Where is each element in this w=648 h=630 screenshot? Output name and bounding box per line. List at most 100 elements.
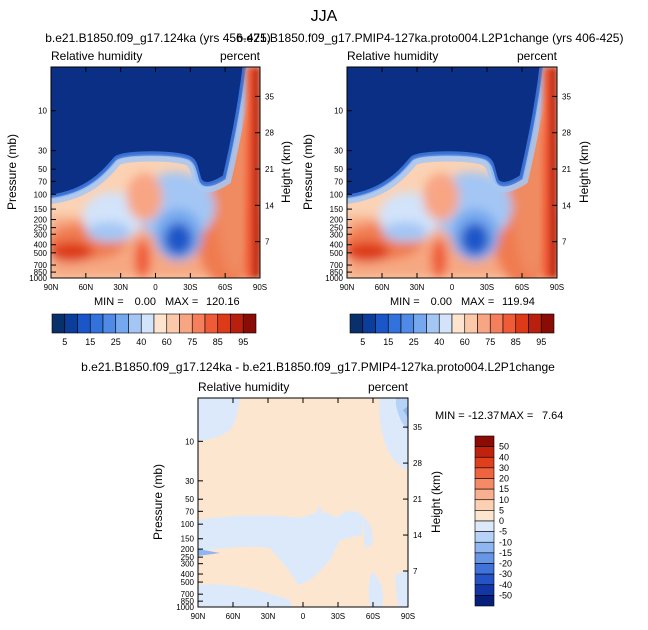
max-value: 120.16 [206, 296, 240, 308]
y-tick-label: 850 [181, 597, 195, 606]
min-max-stats: MIN = 0.00 MAX = 120.16 [94, 296, 240, 308]
x-tick-label: 90S [401, 612, 415, 621]
y2-tick-label: 14 [265, 201, 274, 210]
colorbar-label: 15 [85, 337, 95, 347]
colorbar-label: 40 [434, 337, 444, 347]
y-tick-label: 150 [181, 535, 195, 544]
colorbar-box [540, 313, 555, 334]
colorbar-box [489, 313, 504, 334]
colorbar-box [230, 313, 244, 334]
colorbar-top-right: 5 15 25 40 60 75 85 95 [349, 313, 555, 347]
x-tick-label: 60S [366, 612, 380, 621]
colorbar-box [515, 313, 529, 334]
x-tick-label: 0 [450, 283, 455, 292]
colorbar-label: 40 [136, 337, 146, 347]
y-axis-label: Pressure (mb) [5, 134, 19, 210]
colorbar-box [166, 313, 180, 334]
y-tick-label: 1000 [325, 274, 343, 283]
panel-title: b.e21.B1850.f09_g17.PMIP4-127ka.proto004… [237, 31, 624, 45]
colorbar-box [474, 584, 495, 596]
colorbar-box [474, 552, 495, 564]
y2-axis-label: Height (km) [429, 471, 443, 533]
x-tick-label: 90N [44, 283, 59, 292]
colorbar-box [153, 313, 168, 334]
colorbar-label: 25 [409, 337, 419, 347]
y-tick-label: 150 [34, 205, 48, 214]
panel-bottom-difference: b.e21.B1850.f09_g17.124ka - b.e21.B1850.… [81, 360, 563, 621]
colorbar-label: 95 [536, 337, 546, 347]
colorbar-label: 85 [511, 337, 521, 347]
y-tick-label: 10 [334, 107, 343, 116]
units-label: percent [517, 49, 558, 63]
colorbar-label: -15 [499, 548, 512, 558]
min-value: 0.00 [135, 296, 156, 308]
colorbar-box [51, 313, 66, 334]
y-tick-label: 700 [181, 590, 195, 599]
colorbar-box [64, 313, 78, 334]
colorbar-top-left: 5 15 25 40 60 75 85 95 [51, 313, 257, 347]
colorbar-label: 85 [213, 337, 223, 347]
x-tick-label: 90N [340, 283, 355, 292]
colorbar-box [217, 313, 231, 334]
y-tick-label: 10 [185, 437, 194, 446]
x-tick-label: 30N [113, 283, 128, 292]
y2-tick-label: 35 [562, 92, 571, 101]
colorbar-label: 60 [162, 337, 172, 347]
colorbar-label: -5 [499, 527, 507, 537]
colorbar-label: 5 [499, 505, 504, 515]
y-tick-label: 300 [34, 230, 48, 239]
colorbar-label: 5 [360, 337, 365, 347]
field-label: Relative humidity [347, 49, 438, 63]
y-tick-label: 500 [34, 249, 48, 258]
colorbar-box [451, 313, 466, 334]
colorbar-box [387, 313, 402, 334]
colorbar-box [128, 313, 142, 334]
y-tick-label: 700 [34, 261, 48, 270]
colorbar-box [528, 313, 542, 334]
max-label: MAX = [500, 410, 533, 422]
min-label: MIN = [94, 296, 124, 308]
colorbar-box [477, 313, 491, 334]
colorbar-box [349, 313, 364, 334]
colorbar-label: 20 [499, 474, 509, 484]
x-tick-label: 90S [253, 283, 267, 292]
colorbar-label: -30 [499, 569, 512, 579]
y-tick-label: 400 [330, 241, 344, 250]
colorbar-label: 5 [62, 337, 67, 347]
contour-field [46, 67, 260, 287]
x-tick-label: 30S [480, 283, 494, 292]
y2-tick-label: 21 [562, 165, 571, 174]
colorbar-label: 60 [460, 337, 470, 347]
colorbar-box [140, 313, 155, 334]
colorbar-box [204, 313, 219, 334]
x-axis-latitude: 90N 60N 30N 0 30S 60S 90S [44, 67, 267, 292]
x-tick-label: 60N [78, 283, 93, 292]
colorbar-label: -20 [499, 559, 512, 569]
colorbar-label: 30 [499, 463, 509, 473]
x-tick-label: 30S [331, 612, 345, 621]
x-axis-latitude: 90N 60N 30N 0 30S 60S 90S [191, 398, 415, 621]
x-tick-label: 90N [191, 612, 206, 621]
panel-top-left: b.e21.B1850.f09_g17.124ka (yrs 456-475) … [5, 31, 293, 308]
y-tick-label: 200 [34, 216, 48, 225]
colorbar-box [362, 313, 376, 334]
y-tick-label: 50 [38, 165, 47, 174]
y-tick-label: 30 [185, 477, 194, 486]
colorbar-label: 0 [499, 516, 504, 526]
y-tick-label: 400 [181, 570, 195, 579]
y-tick-label: 30 [334, 147, 343, 156]
y-tick-label: 300 [181, 560, 195, 569]
colorbar-box [474, 563, 495, 575]
y2-tick-label: 35 [413, 423, 422, 432]
y-tick-label: 200 [330, 216, 344, 225]
colorbar-label: 25 [111, 337, 121, 347]
colorbar-box [413, 313, 427, 334]
y2-tick-label: 28 [265, 129, 274, 138]
y2-tick-label: 35 [265, 92, 274, 101]
panel-top-right: b.e21.B1850.f09_g17.PMIP4-127ka.proto004… [237, 31, 624, 308]
colorbar-box [474, 478, 495, 490]
colorbar-box [77, 313, 91, 334]
